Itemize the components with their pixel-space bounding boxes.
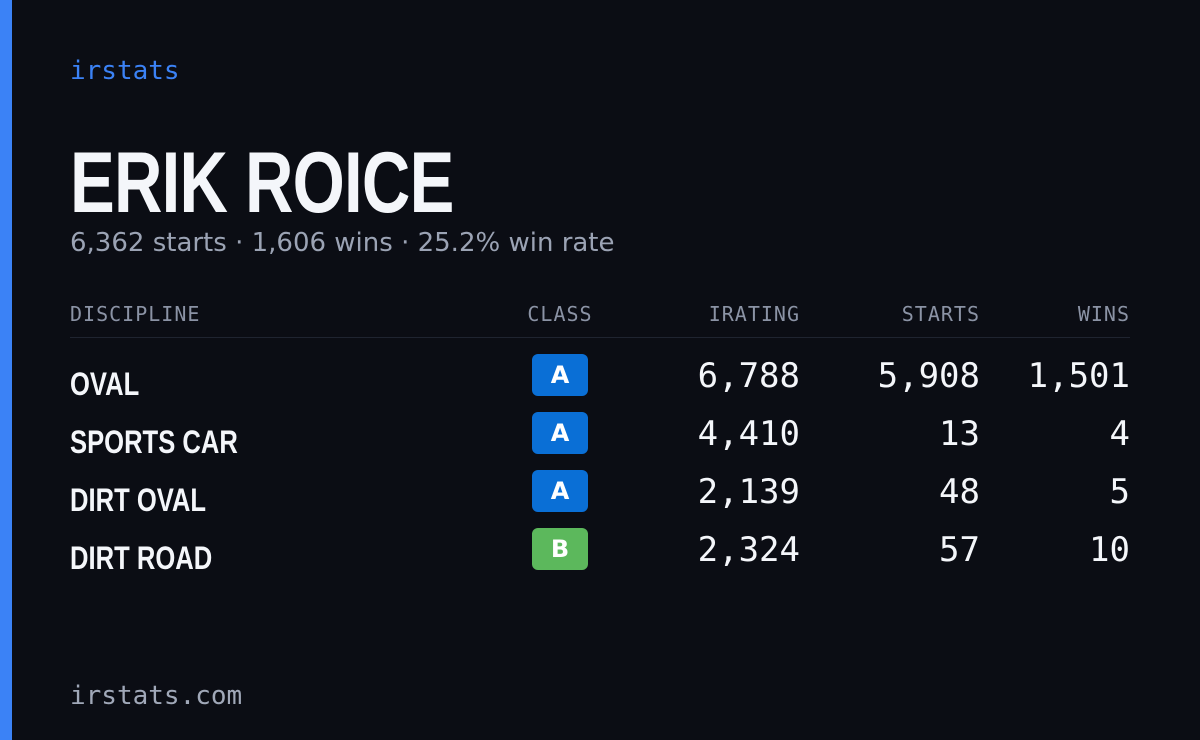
column-header: STARTS	[901, 302, 980, 326]
class-badge: B	[532, 528, 588, 570]
starts: 13	[939, 414, 980, 454]
header-rule	[70, 337, 1130, 338]
discipline: OVAL	[70, 366, 140, 402]
discipline: DIRT ROAD	[70, 540, 213, 576]
driver-summary: 6,362 starts · 1,606 wins · 25.2% win ra…	[70, 228, 615, 258]
footer: irstats.com	[70, 681, 243, 711]
class-badge: A	[532, 412, 588, 454]
irating: 6,788	[697, 356, 800, 396]
class-badge: A	[532, 470, 588, 512]
discipline: DIRT OVAL	[70, 482, 207, 518]
irating: 2,324	[697, 530, 800, 570]
column-header: WINS	[1077, 302, 1130, 326]
column-header: CLASS	[527, 302, 593, 326]
starts: 5,908	[877, 356, 980, 396]
wins: 1,501	[1027, 356, 1130, 396]
irating: 2,139	[697, 472, 800, 512]
column-header: IRATING	[708, 302, 800, 326]
irating: 4,410	[697, 414, 800, 454]
wins: 10	[1089, 530, 1130, 570]
column-header: DISCIPLINE	[70, 302, 201, 326]
discipline: SPORTS CAR	[70, 424, 238, 460]
accent-stripe	[0, 0, 12, 740]
class-badge: A	[532, 354, 588, 396]
driver-name: ERIK ROICE	[70, 135, 454, 231]
starts: 48	[939, 472, 980, 512]
wins: 5	[1109, 472, 1130, 512]
brand: irstats	[70, 56, 180, 86]
wins: 4	[1109, 414, 1130, 454]
starts: 57	[939, 530, 980, 570]
